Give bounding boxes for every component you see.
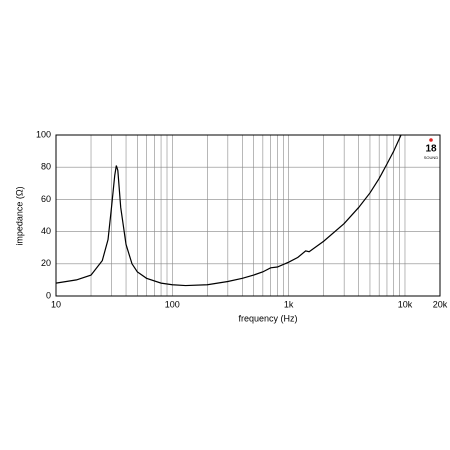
y-tick-label: 0 [46,290,51,300]
logo-sub: SOUND [424,155,439,160]
x-tick-label: 10 [51,299,61,309]
y-tick-label: 60 [41,194,51,204]
logo-dot [429,138,433,142]
line [55,134,402,287]
plot-frame [55,134,441,297]
x-tick-label: 100 [165,299,180,309]
x-tick-label: 20k [433,299,448,309]
x-axis-label: frequency (Hz) [238,313,297,323]
y-axis-label: impedance (Ω) [14,186,24,245]
y-tick-label: 20 [41,258,51,268]
logo: 18 [425,144,437,155]
y-tick-label: 40 [41,226,51,236]
y-tick-label: 80 [41,162,51,172]
x-tick-label: 1k [284,299,294,309]
x-tick-label: 10k [398,299,413,309]
y-tick-label: 100 [36,129,51,139]
